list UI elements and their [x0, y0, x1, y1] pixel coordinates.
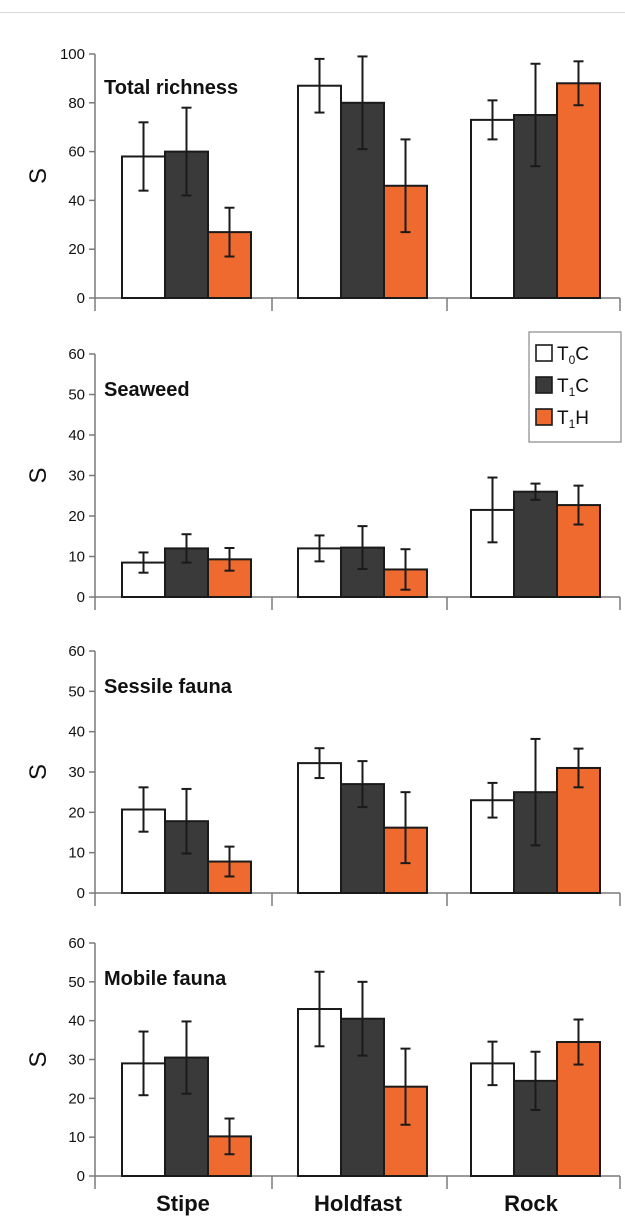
y-tick-label: 50 — [68, 683, 85, 700]
y-axis-label: S — [25, 168, 52, 184]
x-category-label: Stipe — [156, 1191, 210, 1216]
bar — [470, 118, 515, 299]
y-tick-label: 0 — [77, 290, 85, 307]
legend-label: T0C — [557, 344, 589, 367]
y-tick-label: 20 — [68, 241, 85, 258]
y-tick-label: 60 — [68, 346, 85, 363]
bar — [556, 766, 601, 895]
y-tick-label: 0 — [77, 589, 85, 606]
x-category-label: Holdfast — [314, 1191, 403, 1216]
panel-2: 0 10 20 30 40 50 60 S Seaweed — [25, 346, 621, 610]
bar — [470, 508, 515, 598]
y-tick-label: 10 — [68, 845, 85, 862]
panel-title: Sessile fauna — [104, 676, 233, 698]
y-axis-label: S — [25, 1051, 52, 1067]
panel-1: 0 20 40 60 80 100 S Total richness — [25, 46, 621, 311]
legend-swatch — [535, 376, 553, 394]
legend-label: T1C — [557, 376, 589, 399]
y-tick-label: 50 — [68, 387, 85, 404]
y-tick-label: 50 — [68, 974, 85, 991]
x-category-label: Rock — [504, 1191, 559, 1216]
y-tick-label: 100 — [60, 46, 85, 63]
bar — [297, 762, 342, 894]
legend-swatch — [535, 408, 553, 426]
y-tick-label: 30 — [68, 468, 85, 485]
panel-title: Seaweed — [104, 379, 190, 401]
panel-4: 0 10 20 30 40 50 60 S Mobile fauna — [25, 935, 621, 1189]
y-tick-label: 20 — [68, 1090, 85, 1107]
y-tick-label: 10 — [68, 549, 85, 566]
y-tick-label: 40 — [68, 427, 85, 444]
y-tick-label: 30 — [68, 1052, 85, 1069]
y-tick-label: 0 — [77, 885, 85, 902]
y-tick-label: 20 — [68, 508, 85, 525]
bar — [556, 82, 601, 299]
y-tick-label: 20 — [68, 804, 85, 821]
y-tick-label: 40 — [68, 724, 85, 741]
y-tick-label: 40 — [68, 192, 85, 209]
y-tick-label: 30 — [68, 764, 85, 781]
bar — [297, 84, 342, 299]
panel-3: 0 10 20 30 40 50 60 S Sessile fauna — [25, 643, 621, 906]
bar — [513, 114, 558, 299]
legend: T0C T1C T1H — [528, 331, 622, 443]
top-divider — [0, 12, 625, 13]
y-tick-label: 40 — [68, 1013, 85, 1030]
y-tick-label: 60 — [68, 935, 85, 952]
bar — [513, 490, 558, 599]
y-axis-label: S — [25, 467, 52, 483]
panel-title: Mobile fauna — [104, 968, 227, 990]
y-tick-label: 60 — [68, 144, 85, 161]
y-tick-label: 80 — [68, 95, 85, 112]
y-tick-label: 0 — [77, 1168, 85, 1185]
y-tick-label: 60 — [68, 643, 85, 660]
y-tick-label: 10 — [68, 1129, 85, 1146]
legend-swatch — [535, 344, 553, 362]
panel-title: Total richness — [104, 77, 238, 99]
y-axis-label: S — [25, 764, 52, 780]
legend-label: T1H — [557, 408, 589, 431]
